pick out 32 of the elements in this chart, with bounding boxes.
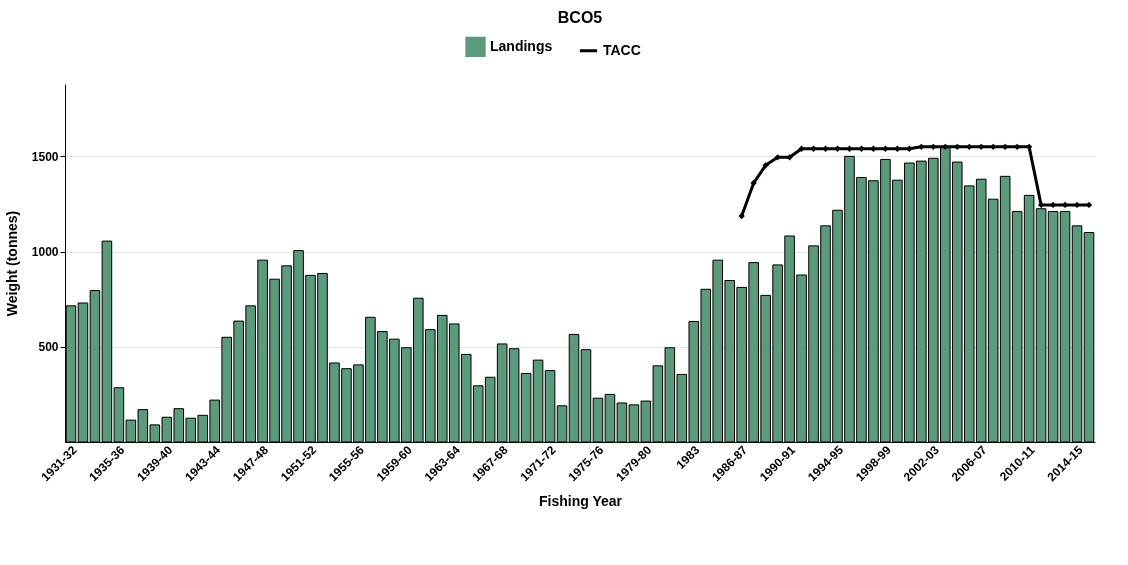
y-tick-label: 1500 bbox=[31, 149, 59, 164]
legend-label: Landings bbox=[490, 37, 553, 54]
legend-label: TACC bbox=[603, 41, 641, 58]
point bbox=[894, 145, 901, 152]
point bbox=[930, 143, 937, 150]
point bbox=[798, 145, 805, 152]
point bbox=[966, 143, 973, 150]
point bbox=[762, 162, 769, 169]
point bbox=[822, 145, 829, 152]
point bbox=[1037, 201, 1045, 209]
x-axis-title: Fishing Year bbox=[539, 493, 623, 510]
y-tick-label: 500 bbox=[38, 340, 59, 355]
point bbox=[834, 145, 841, 152]
point bbox=[978, 143, 985, 150]
point bbox=[918, 143, 925, 150]
point bbox=[1002, 143, 1009, 150]
y-tick-label: 1000 bbox=[31, 245, 59, 260]
point bbox=[774, 154, 781, 161]
point bbox=[810, 145, 817, 152]
point bbox=[990, 143, 997, 150]
point bbox=[846, 145, 853, 152]
point bbox=[858, 145, 865, 152]
point bbox=[750, 179, 757, 187]
chart-title: BCO5 bbox=[557, 9, 603, 26]
point bbox=[906, 145, 913, 152]
y-axis-title: Weight (tonnes) bbox=[3, 210, 20, 317]
point bbox=[738, 212, 745, 220]
point bbox=[954, 143, 961, 150]
point bbox=[870, 145, 877, 152]
point bbox=[882, 145, 889, 152]
point bbox=[786, 154, 793, 161]
point bbox=[942, 143, 949, 150]
